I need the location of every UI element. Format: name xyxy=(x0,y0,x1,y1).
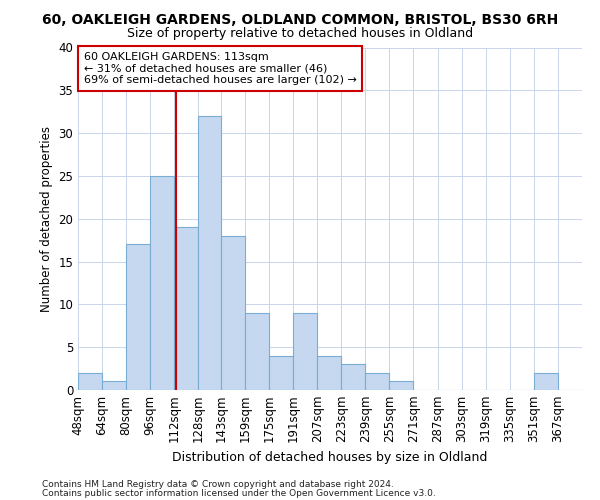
X-axis label: Distribution of detached houses by size in Oldland: Distribution of detached houses by size … xyxy=(172,451,488,464)
Bar xyxy=(78,373,102,390)
Text: Contains public sector information licensed under the Open Government Licence v3: Contains public sector information licen… xyxy=(42,488,436,498)
Bar xyxy=(269,356,293,390)
Y-axis label: Number of detached properties: Number of detached properties xyxy=(40,126,53,312)
Bar xyxy=(174,228,199,390)
Bar xyxy=(317,356,341,390)
Bar xyxy=(365,373,389,390)
Bar xyxy=(199,116,221,390)
Text: 60, OAKLEIGH GARDENS, OLDLAND COMMON, BRISTOL, BS30 6RH: 60, OAKLEIGH GARDENS, OLDLAND COMMON, BR… xyxy=(42,12,558,26)
Bar xyxy=(126,244,150,390)
Bar xyxy=(389,382,413,390)
Bar xyxy=(221,236,245,390)
Text: Size of property relative to detached houses in Oldland: Size of property relative to detached ho… xyxy=(127,28,473,40)
Bar xyxy=(102,382,126,390)
Bar xyxy=(341,364,365,390)
Text: Contains HM Land Registry data © Crown copyright and database right 2024.: Contains HM Land Registry data © Crown c… xyxy=(42,480,394,489)
Bar xyxy=(293,313,317,390)
Bar xyxy=(534,373,558,390)
Bar xyxy=(150,176,174,390)
Bar xyxy=(245,313,269,390)
Text: 60 OAKLEIGH GARDENS: 113sqm
← 31% of detached houses are smaller (46)
69% of sem: 60 OAKLEIGH GARDENS: 113sqm ← 31% of det… xyxy=(84,52,357,85)
